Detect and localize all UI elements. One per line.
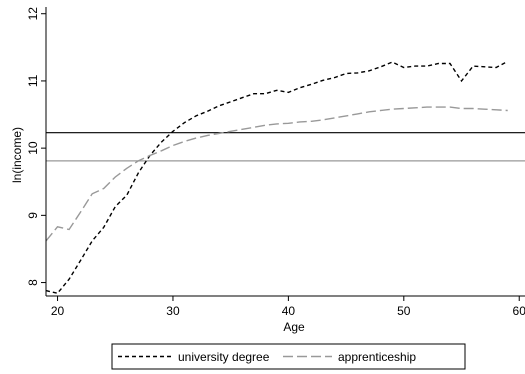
legend: university degree apprenticeship	[111, 343, 466, 370]
y-tick-label: 11	[26, 74, 40, 87]
y-tick-label: 8	[26, 279, 40, 286]
y-tick-label: 12	[26, 7, 40, 21]
legend-label-university-degree: university degree	[178, 350, 270, 364]
series-line-apprenticeship	[45, 106, 508, 242]
x-tick-label: 60	[513, 304, 525, 318]
x-tick-label: 40	[282, 304, 296, 318]
series-line-university-degree	[45, 60, 509, 295]
x-axis-title: Age	[283, 320, 305, 334]
y-axis-title: ln(income)	[10, 127, 24, 183]
y-tick-label: 9	[26, 212, 40, 219]
x-tick-label: 50	[397, 304, 411, 318]
x-tick-label: 20	[51, 304, 65, 318]
axes: 20 30 40 50 60 8 9 10 11 12	[26, 7, 525, 318]
plot-area	[45, 60, 525, 295]
y-tick-label: 10	[26, 141, 40, 155]
x-tick-label: 30	[166, 304, 180, 318]
legend-label-apprenticeship: apprenticeship	[338, 350, 416, 364]
